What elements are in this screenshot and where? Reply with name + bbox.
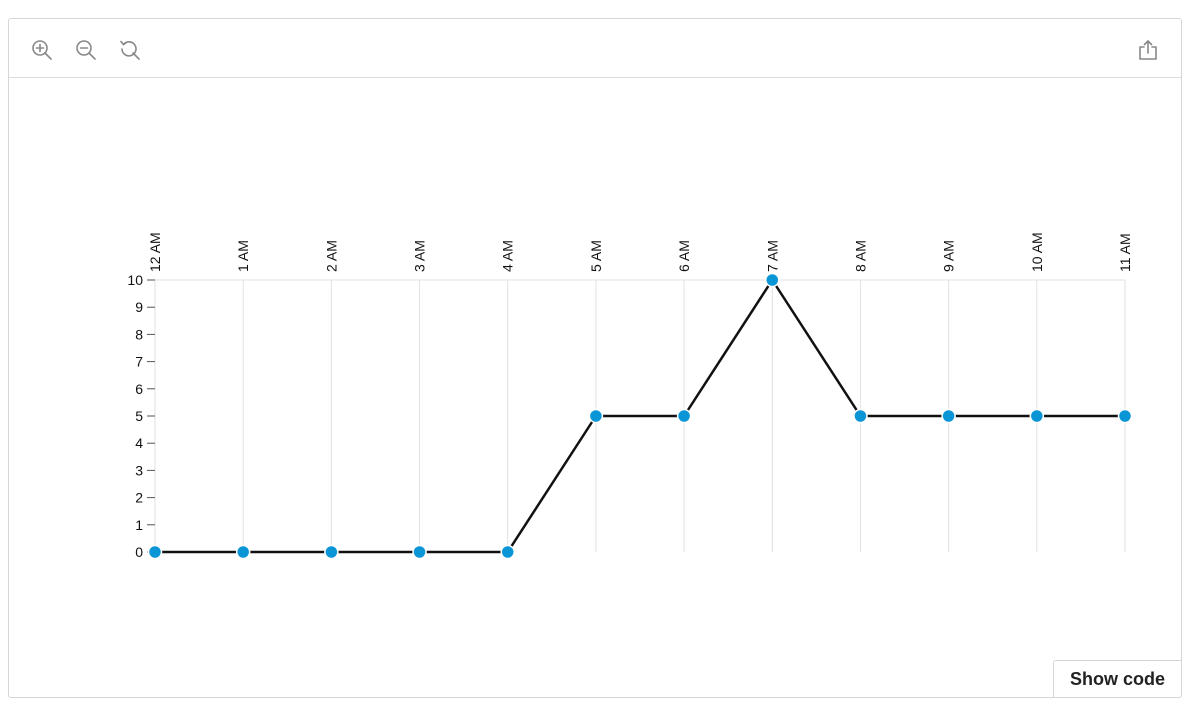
zoom-in-icon[interactable] [30,38,54,62]
show-code-button[interactable]: Show code [1053,660,1182,698]
zoom-out-icon[interactable] [74,38,98,62]
chart-container: Show code [8,18,1182,698]
chart-toolbar [9,19,1181,78]
share-icon[interactable] [1136,38,1160,62]
reset-zoom-icon[interactable] [118,38,142,62]
